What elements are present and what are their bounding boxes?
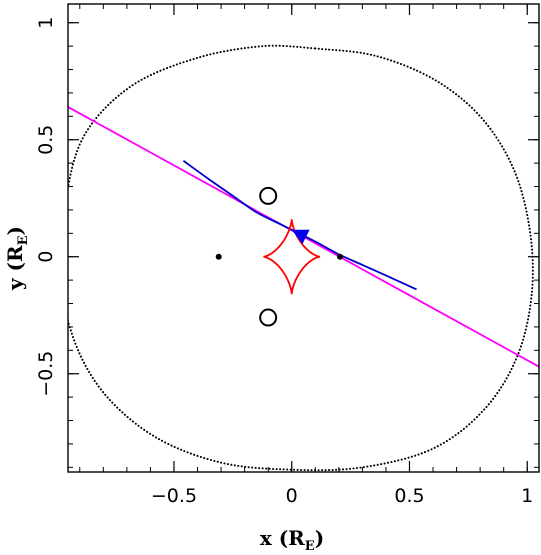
x-tick-label: −0.5 bbox=[151, 485, 197, 507]
y-axis-title-sub: E bbox=[16, 235, 31, 245]
y-tick-label: 1 bbox=[35, 17, 57, 29]
series-curved-trajectory bbox=[182, 160, 417, 291]
plot-area bbox=[68, 44, 539, 472]
y-axis-title: y (RE) bbox=[3, 226, 31, 291]
x-axis-title-close: ) bbox=[315, 526, 324, 550]
marker-dot bbox=[215, 253, 222, 260]
x-tick-label: 0 bbox=[286, 485, 298, 507]
marker-open-circle bbox=[259, 308, 278, 327]
x-tick-label: 0.5 bbox=[394, 485, 424, 507]
series-layer bbox=[68, 44, 539, 472]
y-axis-title-main: y (R bbox=[3, 245, 27, 291]
x-axis-title-main: x (R bbox=[260, 526, 305, 550]
y-tick-label: 0 bbox=[35, 251, 57, 263]
marker-dot bbox=[337, 253, 344, 260]
marker-arrow-head bbox=[291, 229, 310, 245]
y-tick-label: 0.5 bbox=[35, 125, 57, 155]
series-dotted-contour bbox=[68, 44, 534, 472]
tick-layer: −0.5 0 0.5 1 −0.5 0 0.5 1 bbox=[35, 4, 539, 507]
plot-frame bbox=[67, 3, 540, 473]
x-axis-title: x (RE) bbox=[260, 526, 324, 554]
x-tick-label: 1 bbox=[521, 485, 533, 507]
x-axis-title-sub: E bbox=[305, 539, 315, 554]
y-tick-label: −0.5 bbox=[35, 351, 57, 397]
y-axis-title-close: ) bbox=[3, 226, 27, 235]
marker-open-circle bbox=[259, 186, 278, 205]
